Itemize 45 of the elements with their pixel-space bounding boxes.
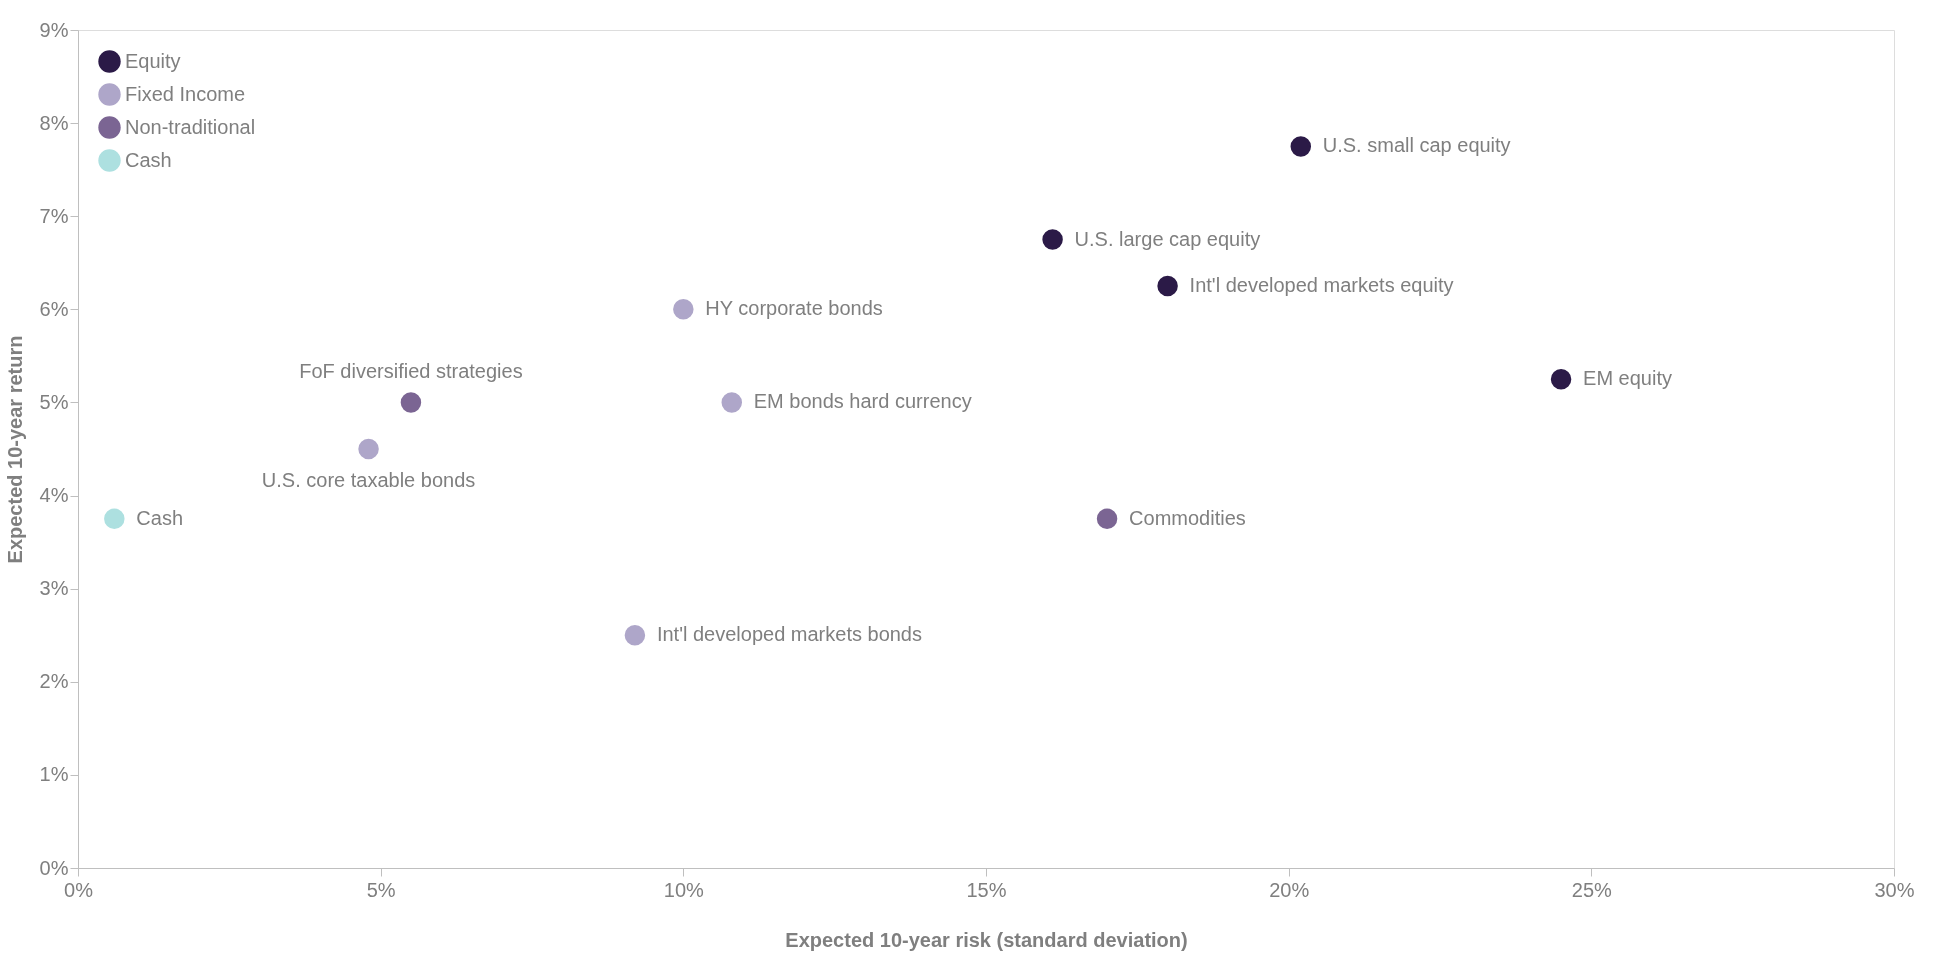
- x-tick-label: 20%: [1269, 878, 1310, 901]
- point: [673, 299, 694, 320]
- y-tick-label: 5%: [39, 390, 69, 413]
- point: [1550, 368, 1572, 390]
- annotation: Int'l developed markets bonds: [656, 623, 922, 646]
- y-tick-label: 0%: [39, 856, 69, 879]
- y-tick-label: 2%: [39, 670, 69, 693]
- y-tick-label: 9%: [39, 18, 69, 41]
- annotation: U.S. large cap equity: [1074, 227, 1261, 250]
- y-tick-label: 1%: [39, 763, 69, 786]
- legend-label: Equity: [125, 49, 181, 72]
- point: [358, 438, 379, 460]
- point: [1042, 229, 1063, 250]
- annotation: Int'l developed markets equity: [1189, 274, 1454, 297]
- x-tick-label: 5%: [366, 878, 396, 901]
- point: [721, 392, 743, 413]
- legend-label: Fixed Income: [125, 82, 246, 105]
- point: [104, 508, 125, 530]
- x-tick-label: 30%: [1874, 878, 1915, 901]
- annotation: U.S. small cap equity: [1322, 134, 1511, 157]
- point: [1157, 275, 1178, 297]
- annotation: FoF diversified strategies: [299, 360, 523, 383]
- y-tick-label: 6%: [39, 297, 69, 320]
- x-tick-label: 10%: [663, 878, 705, 901]
- point: [400, 392, 422, 413]
- point: [1096, 508, 1118, 530]
- y-axis-title: Expected 10-year return: [3, 335, 26, 564]
- y-tick-label: 7%: [39, 204, 69, 227]
- y-tick-label: 4%: [39, 484, 69, 507]
- y-tick-label: 3%: [39, 577, 69, 600]
- annotation: EM bonds hard currency: [753, 390, 972, 413]
- legend-label: Cash: [125, 148, 172, 171]
- y-tick-label: 8%: [39, 111, 69, 134]
- annotation: Commodities: [1129, 506, 1246, 529]
- annotation: HY corporate bonds: [705, 297, 883, 320]
- annotation: U.S. core taxable bonds: [261, 469, 476, 491]
- x-tick-label: 0%: [64, 878, 94, 901]
- x-tick-label: 25%: [1571, 878, 1613, 901]
- point: [624, 625, 646, 646]
- point: [1290, 136, 1312, 157]
- legend-label: Non-traditional: [125, 115, 256, 138]
- annotation: Cash: [136, 506, 184, 529]
- x-axis-title: Expected 10-year risk (standard deviation): [785, 928, 1188, 951]
- x-tick-label: 15%: [966, 878, 1007, 901]
- annotation: EM equity: [1583, 367, 1672, 390]
